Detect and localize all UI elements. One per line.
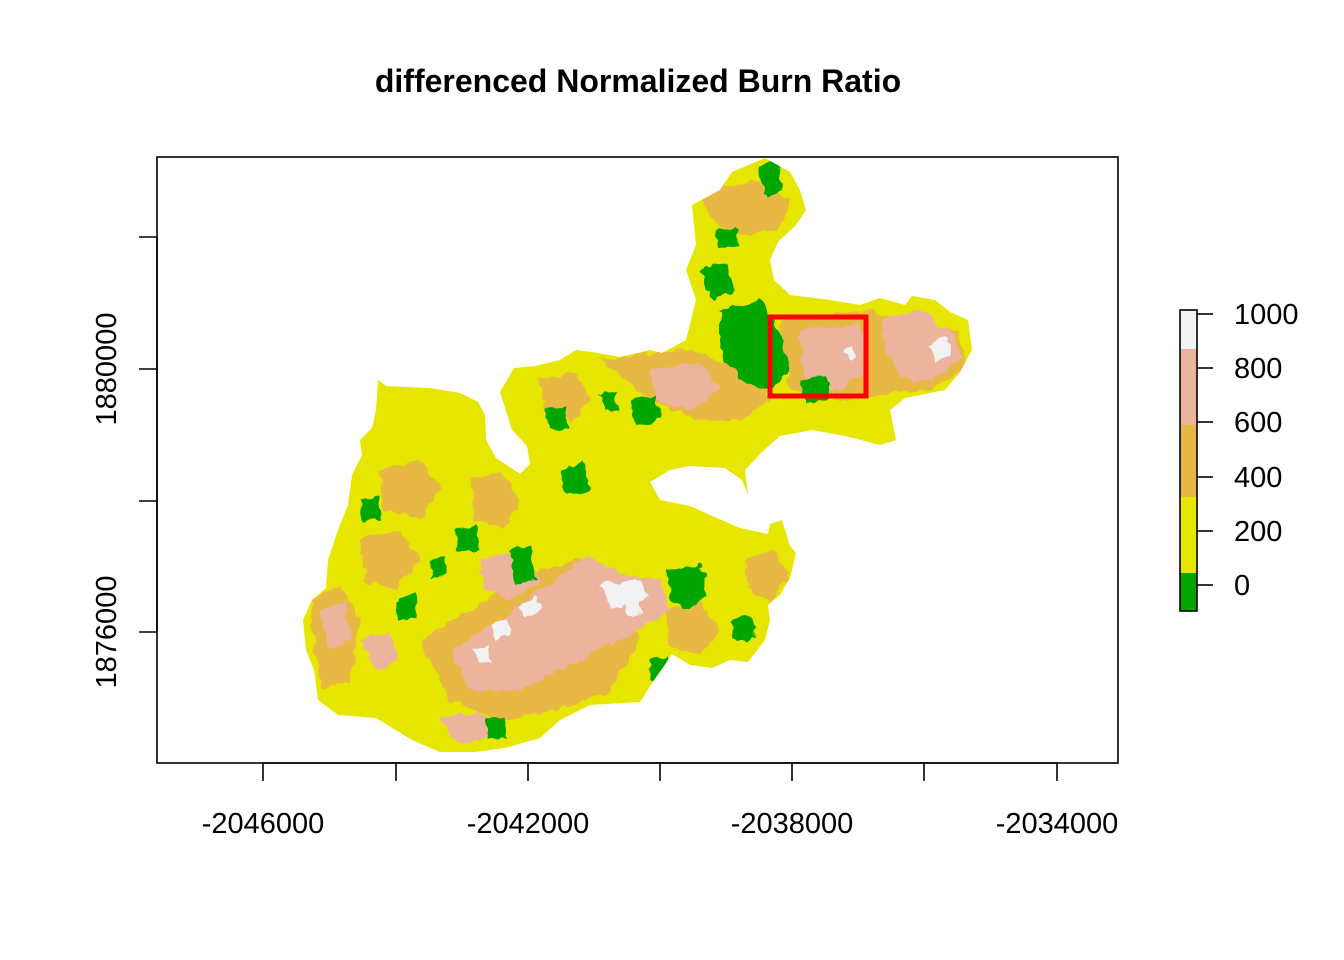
legend-label: 200 (1234, 516, 1282, 548)
legend-swatch (1180, 349, 1197, 425)
highlight-box (767, 314, 869, 399)
legend-swatch (1180, 497, 1197, 573)
x-tick-label: -2046000 (202, 808, 325, 840)
severity-patches (310, 162, 965, 745)
x-tick-label: -2042000 (467, 808, 590, 840)
legend-label: 1000 (1234, 299, 1299, 331)
color-legend: 0 200 400 600 800 1000 (1179, 299, 1299, 612)
low-severity-area (303, 158, 972, 752)
legend-label: 400 (1234, 462, 1282, 494)
legend-label: 0 (1234, 570, 1250, 602)
y-tick-label: 1876000 (91, 576, 123, 689)
legend-swatch (1180, 310, 1197, 349)
x-tick-label: -2034000 (996, 808, 1119, 840)
x-axis: -2046000 -2042000 -2038000 -2034000 (202, 762, 1119, 840)
legend-swatch (1180, 425, 1197, 497)
legend-frame (1179, 309, 1198, 612)
legend-swatch (1180, 573, 1197, 611)
y-tick-label: 1880000 (91, 313, 123, 426)
x-tick-label: -2038000 (731, 808, 854, 840)
dnbr-raster (303, 158, 972, 752)
y-axis: 1876000 1880000 (91, 236, 158, 689)
map-title: differenced Normalized Burn Ratio (375, 63, 901, 99)
legend-label: 800 (1234, 353, 1282, 385)
legend-label: 600 (1234, 407, 1282, 439)
